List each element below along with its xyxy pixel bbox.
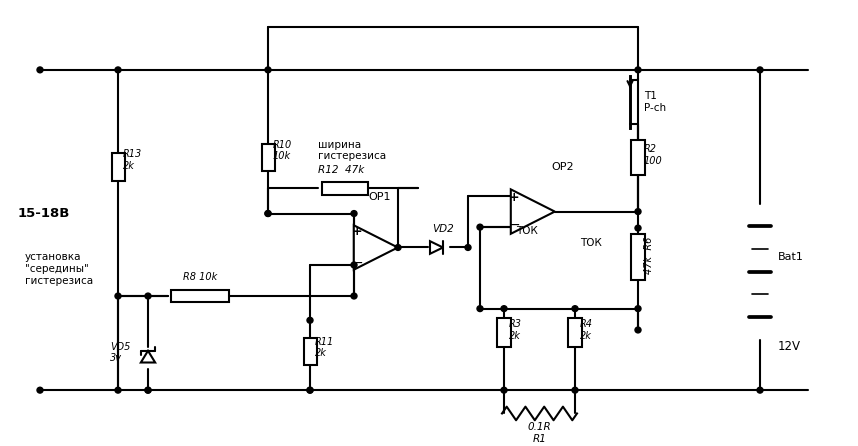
Circle shape (635, 327, 641, 333)
Text: R13
2k: R13 2k (123, 149, 142, 171)
Text: Bat1: Bat1 (778, 252, 804, 262)
Circle shape (757, 67, 763, 73)
Polygon shape (141, 351, 155, 363)
Circle shape (477, 224, 483, 230)
Circle shape (501, 387, 507, 393)
Text: +: + (509, 191, 519, 205)
Circle shape (115, 387, 121, 393)
Text: OP1: OP1 (369, 192, 391, 202)
Circle shape (395, 244, 401, 250)
Bar (497, 318, 511, 347)
Text: R12  47k: R12 47k (318, 165, 365, 175)
Text: −: − (508, 218, 520, 232)
Text: T1
P-ch: T1 P-ch (644, 91, 666, 113)
Bar (171, 290, 229, 302)
Circle shape (635, 225, 641, 231)
Text: ТОК: ТОК (516, 226, 538, 236)
Circle shape (145, 387, 151, 393)
Bar (304, 338, 317, 365)
Polygon shape (430, 241, 443, 254)
Bar (568, 318, 582, 347)
Polygon shape (353, 225, 398, 270)
Text: VD2: VD2 (432, 224, 454, 234)
Text: R11
2k: R11 2k (315, 337, 335, 358)
Text: R4
2k: R4 2k (580, 319, 593, 341)
Circle shape (351, 293, 357, 299)
Circle shape (351, 262, 357, 268)
Text: R2
100: R2 100 (644, 145, 662, 166)
Circle shape (307, 387, 313, 393)
Text: R10
10k: R10 10k (273, 140, 293, 161)
Circle shape (635, 209, 641, 215)
Circle shape (307, 387, 313, 393)
Circle shape (501, 306, 507, 312)
Circle shape (635, 306, 641, 312)
Circle shape (572, 387, 578, 393)
Text: OP2: OP2 (551, 162, 574, 172)
Circle shape (265, 211, 271, 216)
Bar (631, 140, 645, 175)
Circle shape (265, 67, 271, 73)
Bar (322, 182, 368, 194)
Text: установка
"середины"
гистерезиса: установка "середины" гистерезиса (25, 252, 94, 285)
Bar (262, 144, 275, 171)
Circle shape (635, 67, 641, 73)
Text: R3
2k: R3 2k (509, 319, 522, 341)
Circle shape (115, 67, 121, 73)
Text: ширина
гистерезиса: ширина гистерезиса (318, 140, 386, 161)
Bar (631, 234, 645, 281)
Circle shape (307, 318, 313, 323)
Circle shape (572, 306, 578, 312)
Text: 15-18В: 15-18В (18, 207, 70, 220)
Text: R8 10k: R8 10k (183, 273, 217, 282)
Circle shape (465, 244, 471, 250)
Bar (112, 153, 124, 181)
Circle shape (757, 387, 763, 393)
Text: 47k  R6: 47k R6 (644, 236, 654, 274)
Circle shape (351, 211, 357, 216)
Circle shape (37, 387, 43, 393)
Text: +: + (352, 226, 362, 239)
Text: VD5
3v: VD5 3v (110, 342, 130, 363)
Circle shape (115, 293, 121, 299)
Text: 12V: 12V (778, 340, 801, 353)
Circle shape (477, 306, 483, 312)
Circle shape (145, 387, 151, 393)
Circle shape (145, 293, 151, 299)
Polygon shape (511, 190, 555, 234)
Circle shape (265, 211, 271, 216)
Text: ТОК: ТОК (580, 238, 601, 248)
Text: −: − (351, 256, 363, 270)
Text: 0.1R
R1: 0.1R R1 (528, 422, 552, 444)
Circle shape (37, 67, 43, 73)
